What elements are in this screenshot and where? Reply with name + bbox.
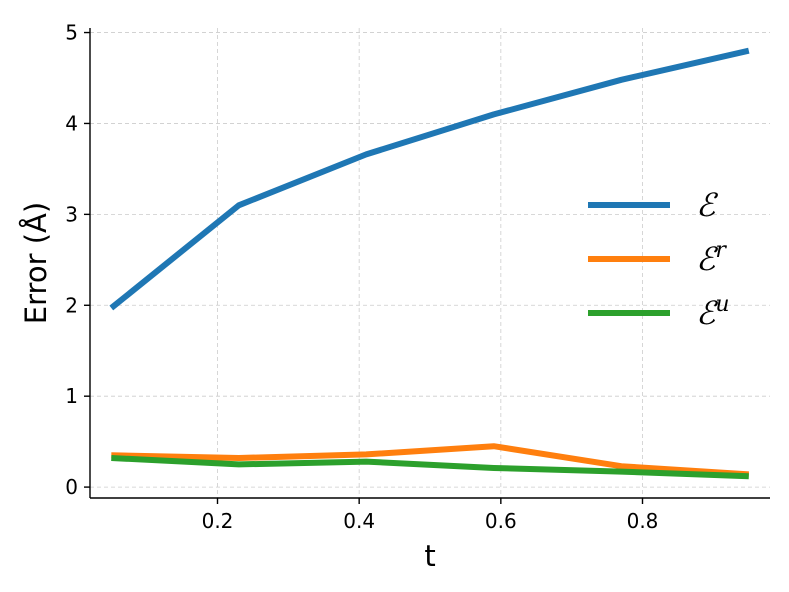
y-tick-label-0: 0 — [65, 475, 78, 499]
series-line-2 — [111, 455, 749, 480]
x-tick-label-2: 0.6 — [485, 509, 517, 533]
legend-label-0: ℰ — [696, 186, 719, 224]
grid — [90, 28, 770, 498]
series-line-1 — [111, 443, 749, 478]
legend-label-1: ℰr — [696, 238, 727, 278]
y-tick-label-1: 1 — [65, 384, 78, 408]
y-tick-label-4: 4 — [65, 111, 78, 135]
y-axis-label: Error (Å) — [19, 202, 53, 324]
x-axis-label: t — [424, 539, 435, 573]
legend-label-base-2: ℰ — [696, 294, 719, 332]
y-tick-label-3: 3 — [65, 202, 78, 226]
x-tick-label-3: 0.8 — [627, 509, 659, 533]
axes — [89, 28, 770, 499]
legend-label-2: ℰu — [696, 292, 730, 332]
series-line-0 — [109, 47, 750, 311]
legend-label-base-0: ℰ — [696, 186, 719, 224]
y-tick-label-2: 2 — [65, 293, 78, 317]
series-lines — [109, 47, 750, 480]
x-tick-label-1: 0.4 — [343, 509, 375, 533]
tick-labels: 0.2 0.4 0.6 0.8 0 1 2 3 4 5 — [65, 21, 658, 533]
legend-label-sup-1: r — [715, 238, 727, 263]
legend-label-base-1: ℰ — [696, 240, 719, 278]
legend-label-sup-2: u — [715, 292, 729, 317]
x-tick-label-0: 0.2 — [202, 509, 234, 533]
y-tick-label-5: 5 — [65, 21, 78, 45]
